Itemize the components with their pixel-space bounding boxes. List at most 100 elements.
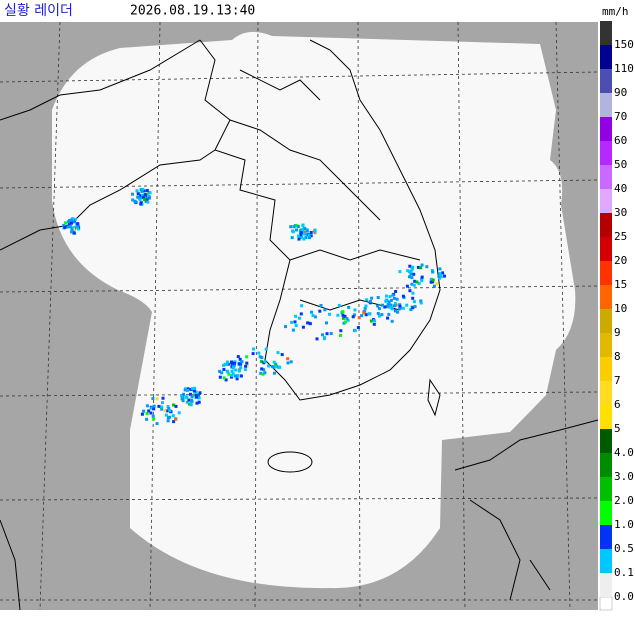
- rain-pixel: [302, 237, 306, 241]
- rain-pixel: [346, 318, 350, 322]
- rain-pixel: [345, 317, 349, 321]
- rain-pixel: [263, 371, 267, 375]
- rain-pixel: [76, 222, 80, 226]
- rain-pixel: [296, 234, 300, 238]
- rain-pixel: [367, 312, 371, 316]
- rain-pixel: [236, 355, 240, 359]
- rain-pixel: [383, 305, 387, 309]
- rain-pixel: [311, 314, 315, 317]
- rain-pixel: [329, 332, 333, 335]
- rain-pixel: [145, 189, 149, 192]
- rain-pixel: [231, 372, 235, 376]
- rain-pixel: [163, 408, 167, 412]
- rain-pixel: [299, 312, 303, 316]
- province-borders: [229, 69, 421, 311]
- rain-pixel: [420, 263, 424, 267]
- legend-label: 50: [614, 158, 627, 171]
- rain-pixel: [135, 189, 139, 193]
- rain-pixel: [67, 225, 71, 229]
- rain-pixel: [376, 304, 380, 308]
- rain-pixel: [143, 198, 147, 202]
- timestamp: 2026.08.19.13:40: [130, 4, 255, 19]
- rain-pixel: [386, 303, 390, 307]
- legend-swatch: [600, 189, 612, 213]
- rain-pixel: [276, 351, 280, 355]
- rain-pixel: [289, 225, 293, 229]
- rain-pixel: [370, 296, 374, 300]
- rain-pixel: [230, 369, 234, 373]
- rain-pixel: [133, 200, 137, 204]
- legend-label: 6: [614, 398, 621, 411]
- rain-pixel: [353, 308, 357, 312]
- rain-pixel: [185, 400, 189, 404]
- legend-swatch: [600, 261, 612, 285]
- rain-pixel: [343, 314, 347, 318]
- legend-label: 2.0: [614, 494, 634, 507]
- rain-pixel: [301, 325, 305, 329]
- rain-pixel: [181, 399, 185, 403]
- rain-pixel: [189, 403, 193, 407]
- rain-pixel: [161, 396, 165, 400]
- rain-pixel: [378, 314, 381, 318]
- legend-swatch-bottom: [599, 596, 613, 611]
- rain-pixel: [431, 278, 435, 282]
- rain-pixel: [152, 407, 156, 411]
- rain-pixel: [313, 315, 317, 319]
- rain-pixel: [244, 364, 248, 368]
- rain-pixel: [336, 313, 340, 317]
- rain-pixel: [260, 367, 264, 371]
- rain-pixel: [69, 221, 73, 225]
- rain-pixel: [365, 298, 369, 302]
- legend-swatch: [600, 477, 612, 501]
- rain-pixel: [76, 224, 80, 228]
- legend-swatch: [600, 525, 612, 549]
- rain-pixel: [410, 276, 414, 280]
- rain-pixel: [245, 364, 249, 368]
- jeju-island: [267, 451, 313, 473]
- rain-pixel: [183, 388, 187, 392]
- rain-pixel: [286, 361, 290, 365]
- rain-pixel: [412, 283, 416, 287]
- rain-pixel: [67, 220, 71, 224]
- rain-pixel: [141, 193, 144, 197]
- rain-pixel: [318, 309, 322, 313]
- rain-pixel: [237, 362, 241, 366]
- rain-pixel: [313, 231, 317, 235]
- rain-pixel: [155, 422, 159, 426]
- rain-pixel: [174, 417, 178, 421]
- title: 실황 레이더: [4, 3, 73, 19]
- rain-pixel: [272, 360, 276, 364]
- rain-pixel: [218, 369, 222, 373]
- rain-pixel: [398, 307, 402, 311]
- rain-pixel: [377, 307, 381, 311]
- rain-pixel: [409, 308, 413, 312]
- rain-pixel: [310, 310, 313, 314]
- rain-pixel: [166, 405, 170, 408]
- legend-label: 0.0: [614, 590, 634, 603]
- rain-pixel: [294, 324, 298, 327]
- rain-pixel: [222, 363, 226, 367]
- rain-pixel: [419, 299, 423, 303]
- rain-pixel: [410, 267, 414, 271]
- rain-pixel: [165, 409, 169, 413]
- rain-pixel: [239, 374, 243, 378]
- rain-pixel: [408, 289, 412, 293]
- rain-pixel: [167, 407, 171, 411]
- rain-pixel: [136, 192, 140, 196]
- legend-label: 5: [614, 422, 621, 435]
- rain-pixel: [313, 228, 317, 232]
- rain-pixel: [409, 272, 413, 276]
- rain-pixel: [225, 362, 229, 366]
- rain-pixel: [147, 191, 151, 194]
- rain-pixel: [271, 365, 275, 369]
- rain-pixel: [166, 419, 170, 423]
- rain-pixel: [233, 361, 236, 365]
- legend-swatch: [600, 21, 612, 45]
- rain-pixel: [76, 226, 80, 230]
- rain-pixel: [198, 391, 202, 395]
- rain-pixel: [152, 404, 156, 408]
- rain-pixel: [274, 362, 278, 366]
- rain-pixel: [438, 267, 442, 271]
- rain-pixel: [187, 398, 191, 402]
- rain-pixel: [180, 397, 184, 401]
